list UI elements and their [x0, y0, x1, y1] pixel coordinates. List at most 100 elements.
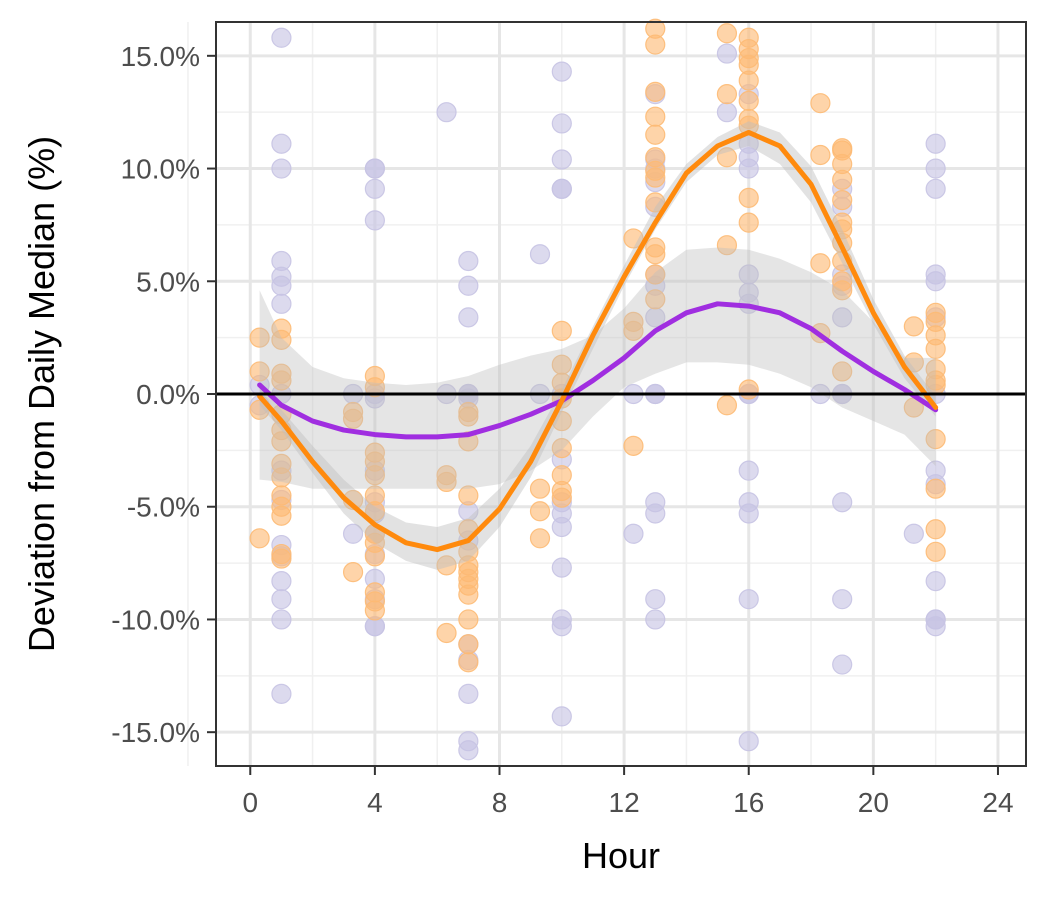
data-point [364, 178, 385, 199]
data-point [551, 178, 572, 199]
data-point [271, 571, 292, 592]
data-point [903, 316, 924, 337]
data-point [738, 115, 759, 136]
data-point [810, 93, 831, 114]
data-point [529, 478, 551, 499]
data-point [271, 683, 292, 704]
data-point [551, 438, 572, 459]
data-point [832, 280, 853, 301]
data-point [551, 616, 572, 637]
data-point [738, 379, 759, 400]
data-point [738, 212, 759, 233]
data-point [716, 395, 738, 416]
data-point [364, 158, 385, 179]
data-point [645, 106, 666, 127]
data-point [716, 102, 738, 123]
data-point [342, 523, 364, 544]
data-point [249, 528, 270, 549]
plot-area [249, 18, 946, 761]
data-point [832, 169, 853, 190]
data-point [623, 435, 644, 456]
data-point [342, 408, 364, 429]
data-point [738, 589, 759, 610]
data-point [458, 683, 479, 704]
data-point [458, 307, 479, 328]
data-point [645, 264, 666, 285]
data-point [738, 503, 759, 524]
data-point [623, 523, 644, 544]
data-point [716, 43, 738, 64]
y-tick-label: 15.0% [121, 41, 200, 72]
data-point [364, 501, 385, 522]
x-tick-label: 12 [609, 787, 640, 818]
data-point [716, 23, 738, 44]
data-point [738, 158, 759, 179]
data-point [551, 113, 572, 134]
data-point [364, 465, 385, 486]
data-point [436, 555, 457, 576]
data-point [738, 90, 759, 112]
y-tick-label: 5.0% [136, 266, 200, 297]
data-point [551, 149, 572, 170]
data-point [436, 471, 457, 493]
data-point [925, 478, 946, 499]
data-point [551, 516, 572, 538]
data-point [271, 609, 292, 630]
smooth-line [257, 129, 939, 553]
data-point [342, 562, 364, 583]
data-point [925, 571, 946, 592]
data-point [458, 652, 479, 673]
data-point [271, 133, 292, 154]
data-point [925, 133, 946, 154]
data-point [551, 61, 572, 82]
data-point [738, 460, 759, 481]
data-point [925, 519, 946, 540]
x-tick-label: 4 [367, 787, 383, 818]
data-point [645, 192, 666, 213]
data-point [645, 289, 666, 310]
y-tick-label: 0.0% [136, 379, 200, 410]
data-point [925, 541, 946, 562]
x-tick-label: 0 [242, 787, 258, 818]
data-point [529, 244, 551, 265]
data-point [458, 250, 479, 272]
data-point [623, 228, 644, 249]
data-point [738, 187, 759, 208]
data-point [645, 124, 666, 145]
data-point [271, 370, 292, 391]
data-point [271, 275, 292, 296]
data-point [645, 503, 666, 524]
data-point [458, 609, 479, 630]
x-tick-label: 8 [492, 787, 508, 818]
data-point [903, 523, 924, 544]
data-point [645, 609, 666, 630]
data-point [529, 501, 551, 522]
data-point [832, 361, 853, 382]
x-tick-label: 16 [733, 787, 764, 818]
data-point [551, 706, 572, 727]
data-point [925, 158, 946, 179]
y-axis-title: Deviation from Daily Median (%) [21, 136, 62, 652]
data-point [458, 485, 479, 506]
data-point [716, 235, 738, 256]
data-point [249, 327, 270, 348]
data-point [832, 190, 853, 211]
data-point [271, 589, 292, 610]
data-point [645, 589, 666, 610]
data-point [925, 271, 946, 292]
data-point [645, 244, 666, 265]
data-point [364, 546, 385, 567]
data-point [716, 147, 738, 168]
x-tick-label: 20 [858, 787, 889, 818]
data-point [458, 740, 479, 761]
data-point [271, 431, 292, 452]
data-point [832, 589, 853, 610]
data-point [645, 167, 666, 188]
data-point [271, 27, 292, 48]
smooth-line [257, 301, 939, 440]
data-point [271, 329, 292, 350]
data-point [271, 505, 292, 526]
data-point [925, 428, 946, 450]
data-point [832, 307, 853, 328]
